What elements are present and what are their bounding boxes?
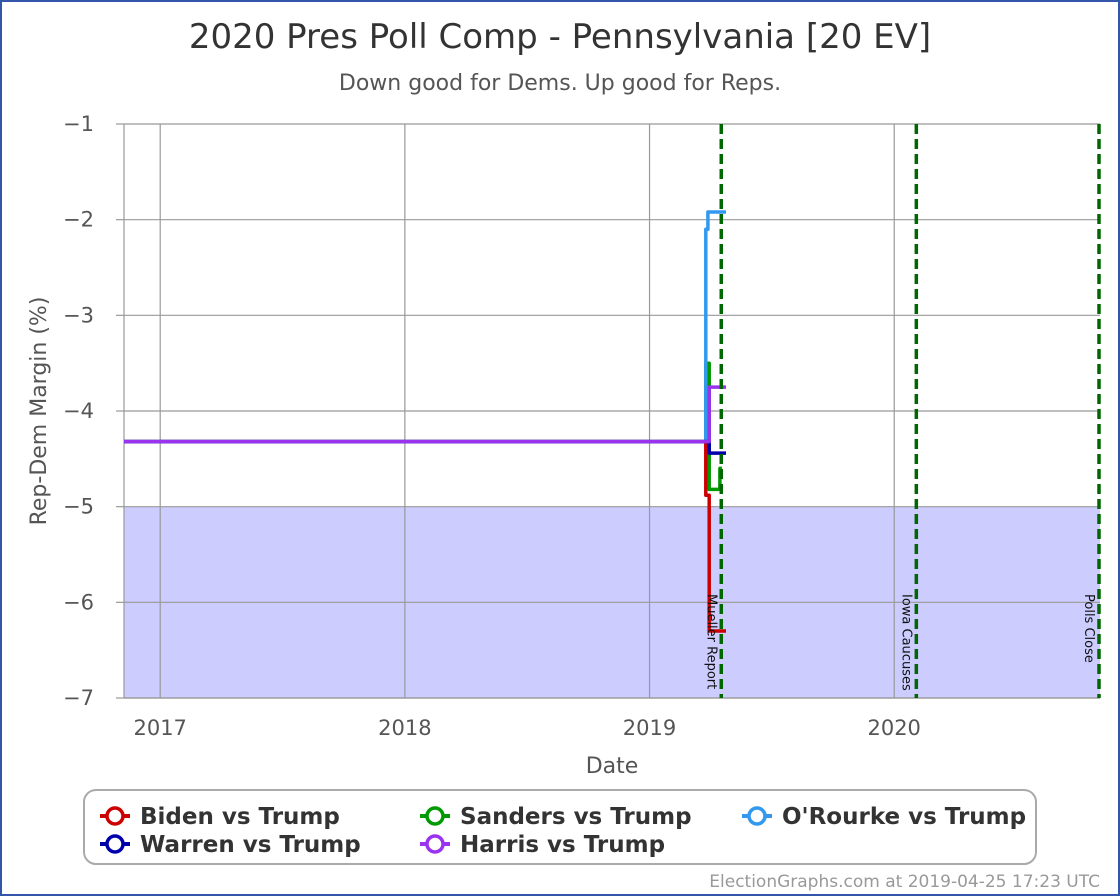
x-tick-label: 2019	[623, 716, 676, 740]
series-line	[124, 210, 726, 444]
event-label: Mueller Report	[703, 594, 718, 689]
legend-label: Sanders vs Trump	[460, 804, 692, 830]
legend-item: Biden vs Trump	[100, 804, 340, 830]
legend-label: Harris vs Trump	[460, 832, 665, 858]
y-tick-label: −2	[63, 208, 94, 232]
plot-area: −1 −2 −3 −4 −5 −6 −7 2017 2018 2019 2020 Mueller Re…	[63, 112, 1101, 740]
chart-subtitle: Down good for Dems. Up good for Reps.	[339, 71, 781, 96]
y-tick-label: −7	[63, 686, 94, 710]
event-label: Polls Close	[1081, 594, 1096, 663]
y-tick-label: −6	[63, 590, 94, 614]
x-axis-label: Date	[586, 754, 639, 779]
legend-item: Warren vs Trump	[100, 832, 361, 858]
y-tick-label: −5	[63, 495, 94, 519]
legend-item: O'Rourke vs Trump	[742, 804, 1026, 830]
chart-title: 2020 Pres Poll Comp - Pennsylvania [20 E…	[189, 17, 931, 57]
y-axis-label: Rep-Dem Margin (%)	[27, 297, 52, 526]
legend-marker	[105, 806, 125, 826]
legend-label: Warren vs Trump	[140, 832, 361, 858]
y-tick-label: −3	[63, 303, 94, 327]
legend-box	[83, 789, 1037, 865]
legend-label: Biden vs Trump	[140, 804, 340, 830]
footer-credit[interactable]: ElectionGraphs.com at 2019-04-25 17:23 U…	[709, 872, 1100, 892]
legend-label: O'Rourke vs Trump	[782, 804, 1026, 830]
series-line	[124, 361, 722, 492]
series-line	[124, 385, 726, 444]
x-tick-label: 2018	[378, 716, 431, 740]
x-tick-label: 2020	[867, 716, 920, 740]
legend-marker	[105, 834, 125, 854]
y-tick-label: −4	[63, 399, 94, 423]
y-tick-label: −1	[63, 112, 94, 136]
legend-item: Harris vs Trump	[420, 832, 665, 858]
event-label: Iowa Caucuses	[898, 594, 913, 691]
legend-marker	[425, 834, 445, 854]
legend-marker	[747, 806, 767, 826]
legend-marker	[425, 806, 445, 826]
x-tick-label: 2017	[133, 716, 186, 740]
legend-item: Sanders vs Trump	[420, 804, 692, 830]
legend: Biden vs Trump Sanders vs Trump O'Rourke v…	[83, 789, 1037, 865]
